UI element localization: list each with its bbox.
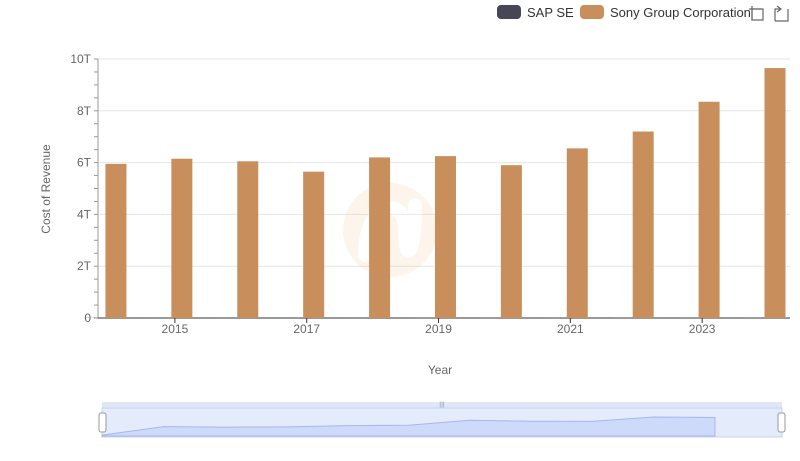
bar-sony-2021[interactable] (566, 148, 588, 318)
y-tick-label: 4T (77, 207, 92, 221)
legend-item-sap[interactable]: SAP SE (497, 5, 574, 20)
bar-sony-2016[interactable] (237, 161, 259, 318)
navigator-handle-bar[interactable] (102, 402, 782, 409)
y-axis-title: Cost of Revenue (39, 144, 53, 234)
bar-sony-2020[interactable] (500, 165, 522, 318)
legend-label-sap: SAP SE (527, 5, 574, 20)
navigator-left-handle[interactable] (98, 412, 107, 433)
legend-swatch-sony (580, 5, 604, 19)
bar-sony-2015[interactable] (171, 158, 193, 318)
bar-sony-2014[interactable] (105, 163, 127, 318)
legend-swatch-sap (497, 5, 521, 19)
navigator-right-handle[interactable] (777, 412, 786, 433)
bars (84, 68, 786, 318)
x-tick-label: 2019 (425, 322, 452, 336)
x-tick-label: 2017 (293, 322, 320, 336)
navigator-grip-icon[interactable]: ||| (439, 402, 445, 409)
y-tick-label: 6T (77, 156, 92, 170)
bar-sony-2017[interactable] (303, 171, 325, 318)
x-tick-label: 2021 (557, 322, 584, 336)
bar-sony-2019[interactable] (434, 156, 456, 318)
legend-item-sony[interactable]: Sony Group Corporation (580, 5, 751, 20)
bar-sony-2022[interactable] (632, 131, 654, 318)
y-tick-label: 10T (70, 52, 91, 66)
y-tick-label: 8T (77, 104, 92, 118)
legend-label-sony: Sony Group Corporation (610, 5, 751, 20)
y-tick-label: 2T (77, 259, 92, 273)
navigator-selection[interactable] (102, 408, 782, 437)
navigator-series-area (101, 416, 716, 437)
bar-sony-2024[interactable] (764, 68, 786, 318)
navigator[interactable]: ||| (98, 402, 786, 438)
x-axis: 2015 2017 2019 2021 2023 (98, 317, 790, 336)
x-axis-title: Year (428, 363, 452, 377)
restore-icon[interactable] (774, 5, 789, 22)
legend: SAP SE Sony Group Corporation (497, 5, 751, 20)
zoom-icon[interactable] (749, 6, 764, 21)
x-tick-label: 2023 (689, 322, 716, 336)
x-tick-label: 2015 (162, 322, 189, 336)
bar-sony-2018[interactable] (369, 157, 391, 318)
bar-sony-2023[interactable] (698, 101, 720, 318)
